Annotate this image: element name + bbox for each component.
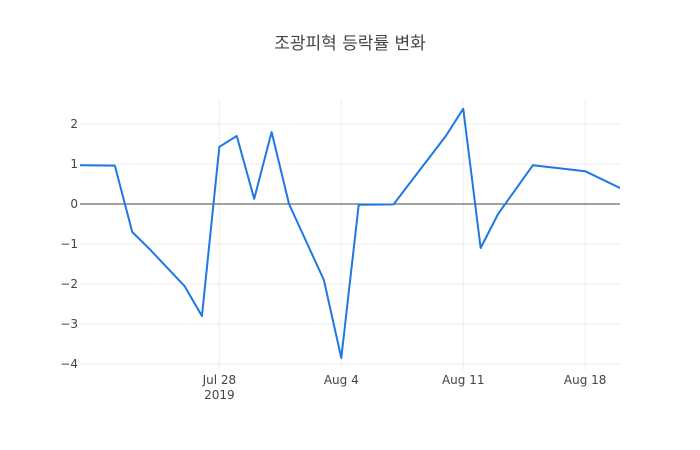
x-tick-label: Aug 4 xyxy=(324,373,359,387)
y-tick-label: 1 xyxy=(70,157,78,171)
series-layer xyxy=(80,107,620,359)
x-tick-label: Aug 18 xyxy=(564,373,607,387)
x-tick-label: Aug 11 xyxy=(442,373,485,387)
y-tick-label: 0 xyxy=(70,197,78,211)
grid xyxy=(80,100,620,370)
x-tick-label: Jul 28 xyxy=(202,373,237,387)
chart-title: 조광피혁 등락률 변화 xyxy=(274,34,426,54)
x-tick-sublabel: 2019 xyxy=(204,388,235,402)
y-tick-label: −1 xyxy=(60,237,78,251)
y-tick-label: 2 xyxy=(70,117,78,131)
y-tick-label: −3 xyxy=(60,317,78,331)
y-tick-label: −4 xyxy=(60,357,78,371)
y-tick-label: −2 xyxy=(60,277,78,291)
series-line xyxy=(80,107,620,359)
